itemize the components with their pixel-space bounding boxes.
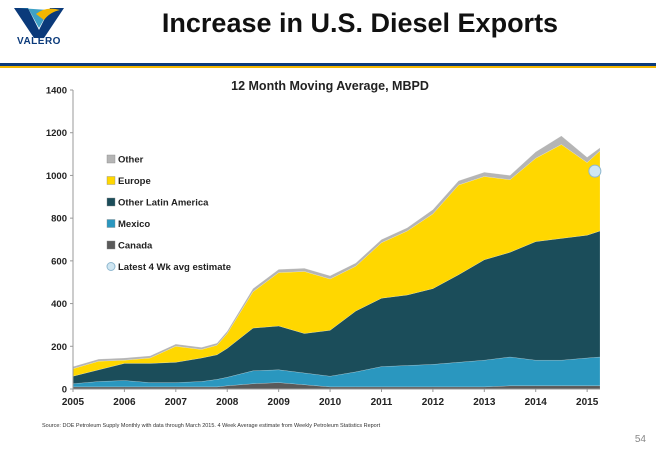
slide-title: Increase in U.S. Diesel Exports — [161, 8, 559, 38]
x-tick-label: 2007 — [165, 397, 188, 408]
estimate-point — [588, 164, 602, 178]
legend-swatch — [106, 154, 116, 164]
legend-swatch — [106, 219, 116, 228]
x-tick-label: 2011 — [371, 397, 393, 408]
y-tick-label: 200 — [51, 342, 67, 353]
legend-item: Other — [106, 154, 144, 166]
valero-logo-icon — [14, 8, 64, 38]
legend-label: Other Latin America — [118, 198, 209, 209]
y-tick-label: 1000 — [46, 171, 67, 182]
x-tick-label: 2014 — [525, 397, 548, 408]
legend-label: Canada — [118, 241, 153, 252]
legend-swatch — [106, 176, 116, 185]
chart-title: 12 Month Moving Average, MBPD — [231, 79, 429, 93]
source-note: Source: DOE Petroleum Supply Monthly wit… — [42, 423, 381, 429]
chart-legend: Other Europe Other Latin America Mexico Cana… — [106, 154, 231, 273]
x-tick-label: 2005 — [62, 397, 85, 408]
legend-label: Europe — [118, 176, 151, 187]
header-rule — [0, 63, 656, 70]
legend-marker — [106, 262, 116, 271]
logo-text: VALERO — [17, 36, 61, 47]
legend-item: Latest 4 Wk avg estimate — [106, 262, 231, 273]
chart-axes: 0 200 400 600 800 1000 1200 1400 2005 2006 2007 200… — [46, 86, 600, 408]
legend-item: Mexico — [106, 219, 150, 230]
x-tick-label: 2009 — [268, 397, 291, 408]
area-other — [72, 135, 601, 370]
diesel-exports-chart: 12 Month Moving Average, MBPD 0 200 400 600… — [46, 79, 602, 408]
y-tick-label: 800 — [51, 214, 67, 225]
legend-item: Canada — [106, 240, 153, 252]
legend-item: Other Latin America — [106, 197, 209, 209]
legend-swatch — [106, 240, 116, 250]
stacked-areas — [72, 135, 602, 390]
x-tick-label: 2008 — [216, 397, 239, 408]
area-mexico — [72, 356, 601, 388]
x-tick-label: 2013 — [473, 397, 496, 408]
x-tick-label: 2015 — [576, 397, 599, 408]
y-tick-label: 400 — [51, 299, 67, 310]
x-tick-label: 2010 — [319, 397, 342, 408]
y-tick-label: 600 — [51, 256, 67, 267]
legend-item: Europe — [106, 176, 151, 187]
y-tick-label: 0 — [62, 385, 67, 396]
legend-label: Other — [118, 155, 144, 166]
y-tick-label: 1400 — [46, 86, 67, 97]
page-number: 54 — [634, 434, 646, 445]
legend-label: Mexico — [118, 219, 150, 230]
y-tick-label: 1200 — [46, 128, 67, 139]
x-tick-label: 2006 — [113, 397, 136, 408]
x-tick-label: 2012 — [422, 397, 445, 408]
legend-label: Latest 4 Wk avg estimate — [118, 262, 231, 273]
legend-swatch — [106, 197, 116, 207]
